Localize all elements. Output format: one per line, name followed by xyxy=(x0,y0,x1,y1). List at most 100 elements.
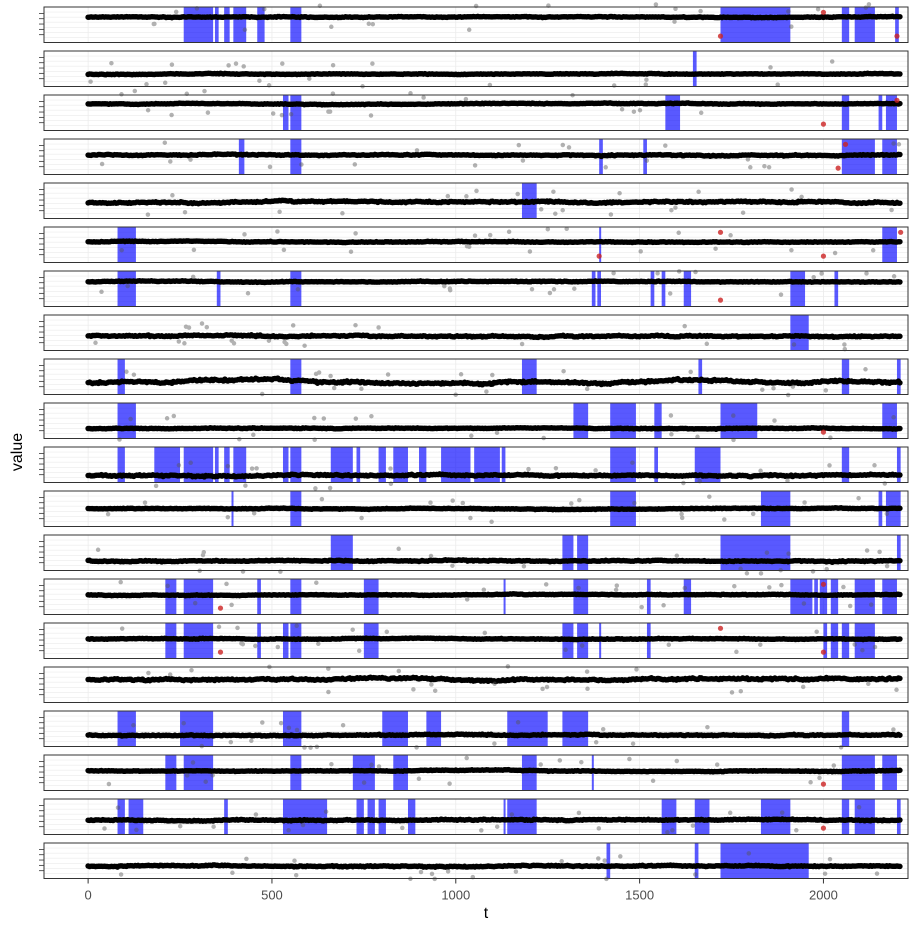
highlight-band xyxy=(577,535,589,571)
highlight-band xyxy=(128,799,144,835)
highlight-band xyxy=(330,535,353,571)
panel-background xyxy=(44,403,908,439)
panel-border xyxy=(43,358,909,395)
facet-panel xyxy=(39,314,909,352)
outlier-points xyxy=(119,623,878,655)
panel-border xyxy=(43,622,909,659)
series-points xyxy=(85,332,903,341)
highlight-band xyxy=(895,7,899,43)
highlight-band xyxy=(841,799,850,835)
panel-border xyxy=(43,754,909,791)
highlight-band xyxy=(521,359,537,395)
outlier-points xyxy=(119,226,876,256)
outlier-points xyxy=(117,413,896,443)
highlight-band xyxy=(117,271,136,307)
series-points xyxy=(85,766,903,775)
highlight-band xyxy=(282,447,289,483)
outlier-points xyxy=(118,579,874,610)
series-points xyxy=(85,13,903,21)
series-points xyxy=(85,238,903,246)
series-points xyxy=(85,278,903,286)
highlight-band xyxy=(224,7,230,43)
panel-border xyxy=(43,490,909,527)
highlight-band xyxy=(790,315,809,351)
highlight-band xyxy=(378,799,386,835)
series-points xyxy=(85,862,903,870)
highlight-band xyxy=(214,7,219,43)
highlight-band xyxy=(878,95,883,131)
outlier-points xyxy=(146,664,899,695)
highlight-band xyxy=(573,403,589,439)
x-axis: 0 500 1000 1500 2000 xyxy=(85,878,838,903)
outlier-points xyxy=(93,321,848,352)
facet-panel xyxy=(39,269,909,307)
highlight-band xyxy=(290,7,302,43)
anomaly-point xyxy=(717,33,724,39)
highlight-band xyxy=(214,447,219,483)
highlight-band xyxy=(562,535,574,571)
series-points xyxy=(85,591,903,599)
panel-border xyxy=(43,182,909,219)
highlight-band xyxy=(665,95,681,131)
facet-panel xyxy=(39,622,909,659)
highlight-band xyxy=(854,799,875,835)
series-points xyxy=(85,70,903,78)
highlight-band xyxy=(841,7,850,43)
highlight-band xyxy=(597,271,602,307)
highlight-band xyxy=(720,7,791,43)
facet-panel xyxy=(39,2,909,43)
highlight-band xyxy=(599,227,602,263)
highlight-band xyxy=(356,447,361,483)
outlier-points xyxy=(105,494,890,525)
highlight-band xyxy=(720,403,758,439)
anomaly-point xyxy=(717,625,724,631)
panel-background xyxy=(44,227,908,263)
highlight-band xyxy=(650,271,655,307)
facet-panel xyxy=(39,490,909,527)
facet-panel xyxy=(39,88,909,131)
panel-border xyxy=(43,6,909,43)
panels xyxy=(39,2,909,882)
highlight-band xyxy=(885,95,897,131)
highlight-band xyxy=(661,799,677,835)
panel-border xyxy=(43,710,909,747)
anomaly-point xyxy=(820,781,827,787)
facet-panel xyxy=(39,842,909,882)
panel-background xyxy=(44,359,908,395)
panel-border xyxy=(43,666,909,703)
x-tick-label: 1000 xyxy=(441,888,470,903)
facet-panel xyxy=(39,534,909,576)
panel-border xyxy=(43,402,909,439)
highlight-band xyxy=(257,7,265,43)
highlight-band xyxy=(419,447,427,483)
facet-panel xyxy=(39,710,909,750)
highlight-band xyxy=(896,799,901,835)
highlight-band xyxy=(896,359,901,395)
highlight-band xyxy=(224,447,230,483)
highlight-band xyxy=(896,535,901,571)
panel-border xyxy=(43,226,909,263)
highlight-band xyxy=(661,271,666,307)
highlight-band xyxy=(882,403,897,439)
anomaly-point xyxy=(820,429,827,435)
highlight-band xyxy=(378,447,386,483)
highlight-band xyxy=(654,403,662,439)
outlier-points xyxy=(145,187,894,217)
anomaly-point xyxy=(820,581,827,587)
panel-border xyxy=(43,138,909,175)
x-tick-label: 500 xyxy=(261,888,283,903)
highlight-band xyxy=(591,271,596,307)
anomaly-point xyxy=(820,121,827,127)
facet-panel xyxy=(39,182,909,219)
outlier-points xyxy=(106,755,837,787)
series-points xyxy=(85,375,903,388)
highlight-band xyxy=(224,799,228,835)
facet-panel xyxy=(39,138,909,175)
panel-border xyxy=(43,94,909,131)
outlier-points xyxy=(102,804,862,835)
anomaly-point xyxy=(820,253,827,259)
highlight-band xyxy=(356,799,364,835)
anomaly-point xyxy=(596,253,602,259)
highlight-band xyxy=(841,711,850,747)
